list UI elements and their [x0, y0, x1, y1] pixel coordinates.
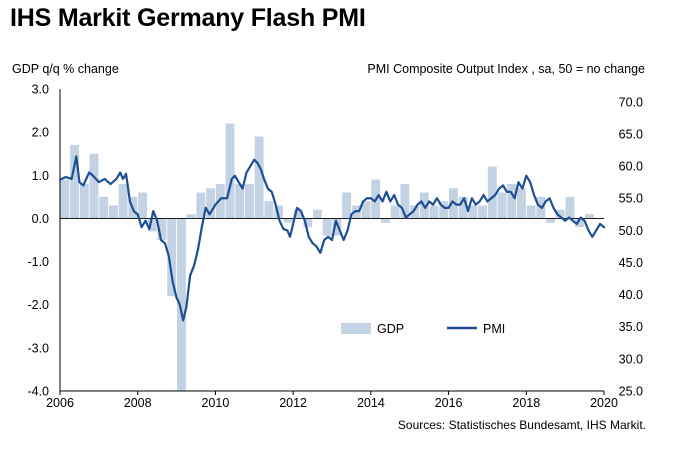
gdp-bar: [332, 218, 342, 236]
gdp-bar: [167, 218, 177, 297]
gdp-bar: [400, 183, 410, 219]
right-tick-label: 35.0: [619, 320, 643, 334]
legend-gdp-swatch: [341, 323, 371, 334]
right-tick-label: 60.0: [619, 160, 643, 174]
gdp-bar: [157, 218, 167, 240]
right-tick-label: 30.0: [619, 352, 643, 366]
x-tick-label: 2018: [512, 396, 540, 410]
gdp-bar: [79, 183, 89, 219]
gdp-bar: [458, 196, 468, 219]
gdp-bar: [507, 183, 517, 219]
gdp-bar: [322, 218, 332, 236]
gdp-bar: [274, 205, 284, 219]
x-tick-label: 2020: [590, 396, 618, 410]
gdp-bar: [215, 183, 225, 219]
right-tick-label: 25.0: [619, 385, 643, 399]
left-tick-label: -2.0: [27, 298, 49, 312]
gdp-bar: [186, 214, 196, 219]
tick-labels: 3.0 2.0 1.0 0.0 -1.0 -2.0 -3.0 -4.0 70.0 65.0 60.0…: [27, 83, 643, 411]
right-tick-label: 50.0: [619, 224, 643, 238]
gdp-bar: [546, 218, 556, 223]
left-tick-label: 3.0: [32, 83, 49, 97]
x-tick-label: 2006: [46, 396, 74, 410]
gdp-bar: [380, 218, 390, 223]
gdp-bar: [108, 205, 118, 219]
gdp-bar: [196, 192, 206, 219]
x-tick-label: 2014: [357, 396, 385, 410]
gdp-bar: [118, 183, 128, 219]
gdp-bar: [70, 145, 80, 219]
pmi-line-series: [58, 155, 606, 322]
gdp-bar: [342, 192, 352, 219]
right-tick-label: 40.0: [619, 288, 643, 302]
gdp-bar: [565, 196, 575, 219]
gdp-bar: [526, 205, 536, 219]
x-tick-label: 2010: [201, 396, 229, 410]
gdp-bar: [439, 201, 449, 219]
gdp-bar: [89, 153, 99, 219]
gdp-bar: [225, 123, 235, 219]
gdp-bar: [390, 205, 400, 219]
left-tick-label: 0.0: [32, 212, 49, 226]
chart-title: IHS Markit Germany Flash PMI: [10, 4, 366, 32]
gdp-bar: [99, 196, 109, 219]
gdp-bar: [283, 218, 293, 223]
source-note: Sources: Statistisches Bundesamt, IHS Ma…: [397, 418, 646, 432]
gdp-bar: [138, 192, 148, 219]
gdp-bar: [516, 188, 526, 219]
gdp-bar: [254, 136, 264, 219]
chart-axes: [59, 89, 605, 395]
gdp-bar: [235, 183, 245, 219]
right-axis-label: PMI Composite Output Index , sa, 50 = no…: [367, 62, 645, 76]
left-tick-label: 2.0: [32, 126, 49, 140]
pmi-line: [58, 155, 606, 322]
left-axis-label: GDP q/q % change: [12, 62, 119, 76]
gdp-bar: [487, 166, 497, 219]
gdp-bar-series: [60, 123, 604, 391]
legend: GDP PMI: [341, 322, 505, 336]
gdp-bar: [361, 201, 371, 219]
gdp-bar: [312, 209, 322, 219]
legend-gdp-label: GDP: [377, 322, 404, 336]
gdp-bar: [264, 201, 274, 219]
right-tick-label: 45.0: [619, 256, 643, 270]
legend-pmi-label: PMI: [483, 322, 505, 336]
gdp-bar: [468, 205, 478, 219]
gdp-bar: [478, 205, 488, 219]
gdp-bar: [584, 214, 594, 219]
x-tick-label: 2008: [124, 396, 152, 410]
gdp-bar: [176, 218, 186, 391]
right-tick-label: 70.0: [619, 95, 643, 109]
x-tick-label: 2012: [279, 396, 307, 410]
right-tick-label: 55.0: [619, 192, 643, 206]
left-tick-label: -1.0: [27, 255, 49, 269]
gdp-bar: [147, 218, 157, 232]
left-tick-label: -3.0: [27, 341, 49, 355]
gdp-bar: [293, 209, 303, 219]
gdp-bar: [497, 192, 507, 219]
gdp-bar: [60, 179, 70, 219]
gdp-bar: [206, 188, 216, 219]
gdp-bar: [244, 183, 254, 219]
gdp-bar: [410, 205, 420, 219]
gdp-bar: [555, 209, 565, 219]
gdp-bar: [429, 205, 439, 219]
left-tick-label: -4.0: [27, 385, 49, 399]
gdp-bar: [575, 218, 585, 228]
left-tick-label: 1.0: [32, 169, 49, 183]
right-tick-label: 65.0: [619, 128, 643, 142]
gdp-bar: [303, 218, 313, 228]
x-tick-label: 2016: [435, 396, 463, 410]
